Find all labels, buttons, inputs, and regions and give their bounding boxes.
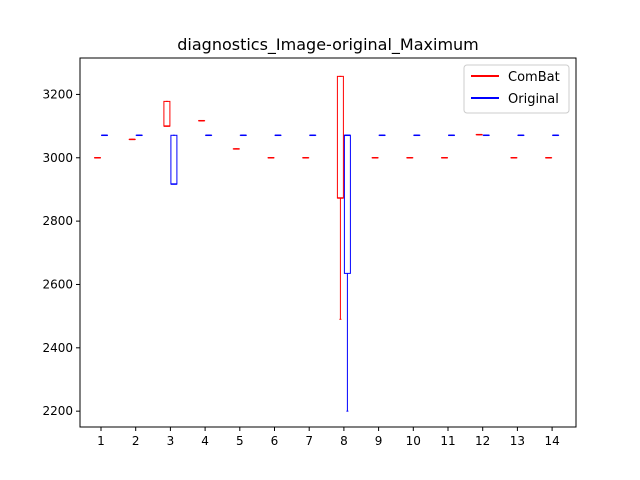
- x-tick-label: 5: [236, 434, 244, 448]
- x-tick-label: 6: [271, 434, 279, 448]
- x-tick-label: 13: [510, 434, 525, 448]
- box-combat-8: [336, 75, 344, 320]
- x-tick-label: 9: [375, 434, 383, 448]
- x-tick-label: 7: [305, 434, 313, 448]
- y-tick-label: 2200: [42, 404, 73, 418]
- legend-label-combat: ComBat: [508, 70, 560, 85]
- x-tick-label: 2: [132, 434, 140, 448]
- y-tick-label: 2400: [42, 341, 73, 355]
- legend: ComBat Original: [463, 64, 570, 114]
- y-tick-label: 2600: [42, 277, 73, 291]
- plot-frame: [79, 57, 577, 428]
- x-tick-label: 11: [440, 434, 455, 448]
- chart-title: diagnostics_Image-original_Maximum: [177, 35, 479, 55]
- x-tick-label: 12: [475, 434, 490, 448]
- x-tick-label: 4: [201, 434, 209, 448]
- x-tick-label: 3: [167, 434, 175, 448]
- x-tick-label: 14: [544, 434, 559, 448]
- box-combat-3: [163, 100, 171, 127]
- x-tick-label: 1: [97, 434, 105, 448]
- legend-label-original: Original: [508, 92, 559, 107]
- box-original-8: [343, 134, 351, 412]
- x-tick-label: 8: [340, 434, 348, 448]
- x-tick-label: 10: [406, 434, 421, 448]
- box-original-3: [170, 134, 178, 185]
- y-tick-label: 3000: [42, 151, 73, 165]
- y-tick-label: 2800: [42, 214, 73, 228]
- y-tick-label: 3200: [42, 87, 73, 101]
